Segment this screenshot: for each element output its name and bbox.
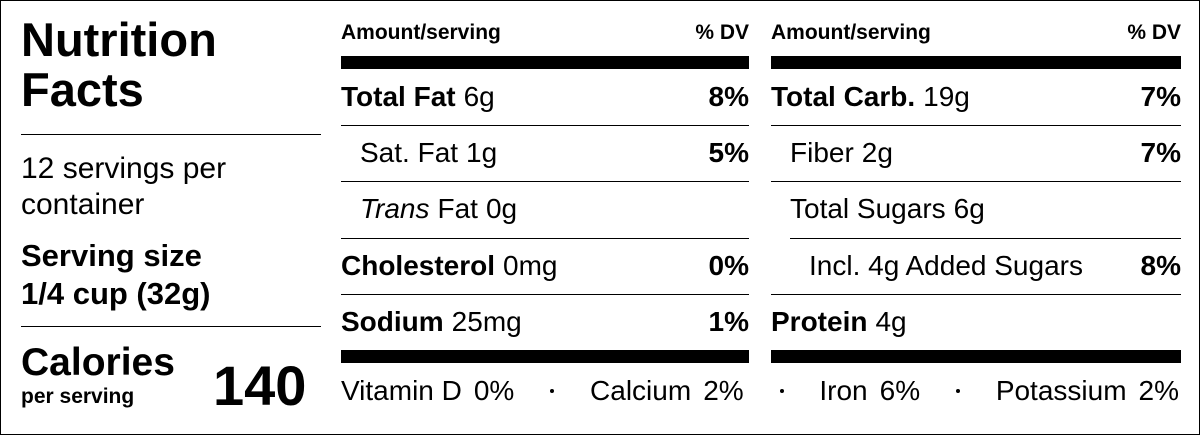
nutrient-row: Fiber 2g 7%	[771, 125, 1181, 181]
footer-name: Iron	[819, 375, 868, 406]
servings: 12 servings per container	[21, 152, 227, 221]
serving-size: 1/4 cup (32g)	[21, 276, 211, 311]
nutrient-amount: 19g	[923, 81, 970, 112]
header-amount: Amount/serving	[771, 21, 931, 44]
row-divider	[341, 125, 749, 127]
footer-dv: 6%	[879, 375, 921, 406]
nutrient-name: Total Fat	[341, 81, 456, 113]
header-dv: % DV	[695, 21, 749, 44]
nutrient-row: Cholesterol 0mg 0%	[341, 238, 749, 294]
nutrient-name-text: Sodium	[341, 305, 444, 337]
nutrient-name-text: Cholesterol	[341, 249, 496, 281]
nutrient-amount: 6g	[463, 81, 495, 112]
nutrient-amount: 1g	[466, 137, 498, 169]
nutrient-row: Total Fat 6g 8%	[341, 69, 749, 125]
separator-dot	[955, 389, 960, 393]
calories-value: 140	[213, 354, 307, 417]
footer-dv: 2%	[703, 375, 744, 406]
nutrient-name: Incl. 4g Added Sugars	[809, 250, 1083, 282]
thick-bar	[341, 350, 749, 363]
nutrient-name: Total Carb.	[771, 81, 915, 113]
footer-item: Iron 6%	[819, 375, 920, 407]
title: Nutrition Facts	[21, 13, 217, 116]
nutrient-row: Incl. 4g Added Sugars 8%	[771, 238, 1181, 294]
nutrient-row: Total Sugars 6g	[771, 181, 1181, 237]
row-divider	[771, 181, 1181, 183]
nutrient-row: Trans Fat 0g	[341, 181, 749, 237]
header-amount: Amount/serving	[341, 21, 501, 44]
nutrient-amount: 2g	[861, 137, 893, 169]
nutrient-dv: 7%	[1140, 81, 1181, 112]
nutrient-amount: 6g	[953, 193, 985, 225]
nutrient-name: Sat. Fat	[360, 137, 458, 169]
nutrient-name: Total Sugars	[790, 193, 946, 225]
footer-dv: 0%	[473, 375, 515, 406]
footer-dv: 2%	[1138, 375, 1179, 406]
nutrient-name-text: Sat. Fat	[360, 137, 459, 169]
nutrient-name-text: Fiber	[790, 137, 854, 169]
nutrient-dv: 0%	[708, 249, 749, 281]
thick-bar	[341, 56, 749, 69]
nutrient-amount: 0g	[485, 193, 518, 225]
nutrient-amount: 25mg	[451, 305, 522, 337]
nutrient-row: Total Carb. 19g 7%	[771, 69, 1181, 125]
nutrient-name: Fiber	[790, 137, 854, 169]
footer: Vitamin D 0% Calcium 2% Iron 6% Potassium 2%	[341, 375, 1179, 407]
nutrient-amount: 0mg	[503, 249, 558, 281]
nutrient-name: Protein	[771, 306, 867, 338]
footer-item: Calcium 2%	[590, 375, 744, 407]
nutrient-name-text: Total Fat	[341, 81, 456, 112]
footer-item: Potassium 2%	[996, 375, 1179, 407]
row-divider	[771, 293, 1181, 295]
nutrient-name: Trans Fat	[360, 193, 478, 225]
header-dv: % DV	[1127, 21, 1181, 44]
nutrient-amount: 4g	[875, 305, 907, 337]
separator-dot	[550, 389, 555, 393]
nutrient-name-italic: Trans	[360, 193, 430, 225]
footer-name: Potassium	[995, 375, 1127, 406]
nutrient-row: Sodium 25mg 1%	[341, 294, 749, 350]
divider	[21, 326, 321, 327]
footer-item: Vitamin D 0%	[341, 375, 514, 407]
serving-size-label: Serving size	[21, 238, 202, 273]
row-divider	[341, 181, 749, 183]
calories-label: Calories	[21, 341, 175, 384]
nutrient-dv: 7%	[1140, 137, 1181, 169]
nutrient-dv: 8%	[1140, 249, 1181, 281]
nutrient-name: Cholesterol	[341, 250, 495, 282]
nutrient-dv: 8%	[708, 81, 749, 112]
nutrient-name-text: Incl. 4g Added Sugars	[809, 249, 1083, 281]
footer-name: Vitamin D	[341, 375, 462, 406]
row-divider	[341, 237, 749, 239]
nutrient-name-text: Total Carb.	[771, 81, 916, 112]
thick-bar	[771, 56, 1181, 69]
nutrient-dv: 5%	[708, 137, 749, 169]
nutrient-dv: 1%	[708, 305, 749, 337]
row-divider	[771, 125, 1181, 127]
footer-name: Calcium	[590, 375, 692, 406]
calories-sub: per serving	[21, 385, 135, 408]
nutrient-name-text: Fat	[437, 193, 478, 225]
row-divider	[790, 237, 1181, 239]
divider	[21, 134, 321, 135]
nutrient-name-text: Protein	[771, 305, 868, 337]
nutrient-name-text: Total Sugars	[790, 193, 946, 225]
separator-dot	[779, 389, 784, 393]
row-divider	[341, 293, 749, 295]
nutrient-row: Protein 4g	[771, 294, 1181, 350]
nutrient-row: Sat. Fat 1g 5%	[341, 125, 749, 181]
thick-bar	[771, 350, 1181, 363]
nutrient-name: Sodium	[341, 306, 444, 338]
